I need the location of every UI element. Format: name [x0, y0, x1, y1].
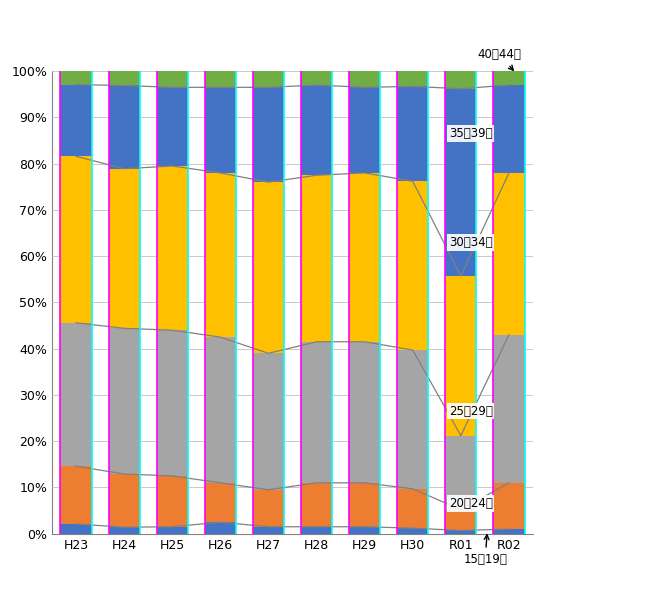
Bar	[253, 182, 284, 353]
Bar	[493, 529, 525, 534]
Bar	[205, 87, 236, 173]
Bar	[253, 87, 284, 182]
Bar	[60, 524, 92, 534]
Bar	[397, 528, 428, 534]
Bar	[397, 87, 428, 181]
Bar	[205, 522, 236, 534]
Bar	[301, 527, 332, 534]
Bar	[301, 342, 332, 483]
Bar	[109, 169, 140, 329]
Bar	[349, 342, 380, 483]
Text: 20～24歳: 20～24歳	[449, 497, 493, 510]
Bar	[109, 329, 140, 474]
Bar	[445, 71, 476, 89]
Bar	[493, 85, 525, 173]
Bar	[397, 181, 428, 350]
Bar	[301, 176, 332, 342]
Bar	[109, 474, 140, 527]
Bar	[157, 527, 188, 534]
Bar	[205, 173, 236, 337]
Bar	[349, 527, 380, 534]
Bar	[253, 353, 284, 490]
Bar	[301, 85, 332, 176]
Bar	[253, 71, 284, 87]
Text: 35～39歳: 35～39歳	[449, 127, 493, 140]
Bar	[60, 466, 92, 524]
Bar	[349, 173, 380, 342]
Bar	[253, 490, 284, 527]
Bar	[397, 71, 428, 87]
Bar	[157, 87, 188, 166]
Bar	[157, 476, 188, 527]
Bar	[157, 330, 188, 476]
Bar	[301, 71, 332, 85]
Text: 40～44歳: 40～44歳	[478, 49, 521, 70]
Bar	[205, 483, 236, 522]
Bar	[205, 71, 236, 87]
Bar	[445, 276, 476, 436]
Bar	[157, 71, 188, 87]
Bar	[60, 85, 92, 157]
Bar	[60, 323, 92, 466]
Bar	[253, 527, 284, 534]
Bar	[397, 489, 428, 528]
Text: 25～29歳: 25～29歳	[449, 404, 493, 417]
Bar	[349, 483, 380, 527]
Bar	[109, 527, 140, 534]
Bar	[157, 166, 188, 330]
Bar	[109, 71, 140, 85]
Bar	[60, 71, 92, 85]
Bar	[397, 350, 428, 489]
Bar	[493, 335, 525, 483]
Bar	[445, 531, 476, 534]
Bar	[493, 71, 525, 85]
Bar	[445, 509, 476, 531]
Bar	[60, 157, 92, 323]
Bar	[301, 483, 332, 527]
Text: 30～34歳: 30～34歳	[449, 236, 493, 249]
Text: 15～19歳: 15～19歳	[463, 535, 507, 566]
Bar	[349, 71, 380, 87]
Bar	[349, 87, 380, 173]
Bar	[445, 436, 476, 509]
Bar	[493, 483, 525, 529]
Bar	[445, 89, 476, 276]
Bar	[109, 85, 140, 169]
Bar	[493, 173, 525, 335]
Bar	[205, 337, 236, 483]
